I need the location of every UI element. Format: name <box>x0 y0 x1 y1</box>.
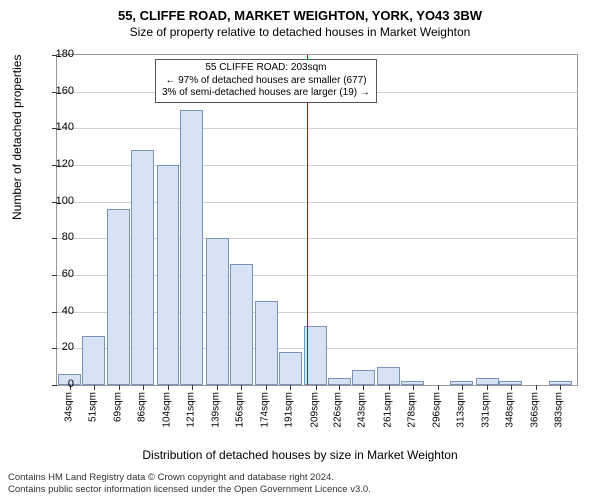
histogram-bar <box>157 165 180 385</box>
ytick-label: 80 <box>34 231 74 243</box>
xtick-label: 174sqm <box>260 392 271 428</box>
xtick-mark <box>462 385 463 390</box>
footer-line1: Contains HM Land Registry data © Crown c… <box>8 472 371 484</box>
xtick-mark <box>339 385 340 390</box>
histogram-bar <box>328 378 351 385</box>
xtick-mark <box>487 385 488 390</box>
xtick-mark <box>363 385 364 390</box>
histogram-bar <box>107 209 130 385</box>
xtick-mark <box>560 385 561 390</box>
xtick-label: 278sqm <box>406 392 417 428</box>
xtick-label: 209sqm <box>309 392 320 428</box>
xtick-mark <box>536 385 537 390</box>
xtick-mark <box>290 385 291 390</box>
gridline <box>57 128 577 129</box>
xtick-mark <box>192 385 193 390</box>
xtick-mark <box>389 385 390 390</box>
xtick-label: 348sqm <box>504 392 515 428</box>
histogram-bar <box>377 367 400 385</box>
annot-line2: ← 97% of detached houses are smaller (67… <box>162 75 370 88</box>
histogram-bar <box>131 150 154 385</box>
footer-attribution: Contains HM Land Registry data © Crown c… <box>8 472 371 496</box>
ytick-label: 40 <box>34 305 74 317</box>
xtick-label: 243sqm <box>357 392 368 428</box>
plot-area: 55 CLIFFE ROAD: 203sqm← 97% of detached … <box>56 54 578 386</box>
xtick-label: 296sqm <box>431 392 442 428</box>
histogram-bar <box>476 378 499 385</box>
xtick-mark <box>241 385 242 390</box>
annotation-box: 55 CLIFFE ROAD: 203sqm← 97% of detached … <box>155 59 377 103</box>
histogram-bar <box>230 264 253 385</box>
chart-title-main: 55, CLIFFE ROAD, MARKET WEIGHTON, YORK, … <box>0 0 600 23</box>
xtick-label: 313sqm <box>455 392 466 428</box>
reference-line <box>307 55 308 385</box>
xtick-label: 86sqm <box>136 392 147 422</box>
xtick-mark <box>94 385 95 390</box>
y-axis-label: Number of detached properties <box>10 55 24 220</box>
xtick-label: 331sqm <box>481 392 492 428</box>
histogram-bar <box>206 238 229 385</box>
xtick-label: 226sqm <box>333 392 344 428</box>
histogram-bar <box>180 110 203 385</box>
ytick-label: 160 <box>34 85 74 97</box>
histogram-bar <box>279 352 302 385</box>
histogram-bar <box>82 336 105 386</box>
xtick-label: 51sqm <box>87 392 98 422</box>
x-axis-label: Distribution of detached houses by size … <box>0 448 600 462</box>
xtick-mark <box>511 385 512 390</box>
ytick-label: 100 <box>34 195 74 207</box>
annot-line3: 3% of semi-detached houses are larger (1… <box>162 87 370 100</box>
xtick-label: 104sqm <box>162 392 173 428</box>
xtick-label: 139sqm <box>211 392 222 428</box>
histogram-bar <box>352 370 375 385</box>
histogram-bar <box>255 301 278 385</box>
xtick-mark <box>316 385 317 390</box>
xtick-mark <box>413 385 414 390</box>
xtick-label: 34sqm <box>63 392 74 422</box>
xtick-mark <box>266 385 267 390</box>
xtick-label: 191sqm <box>284 392 295 428</box>
xtick-label: 156sqm <box>235 392 246 428</box>
annot-line1: 55 CLIFFE ROAD: 203sqm <box>162 62 370 75</box>
xtick-mark <box>143 385 144 390</box>
xtick-mark <box>119 385 120 390</box>
chart-title-sub: Size of property relative to detached ho… <box>0 23 600 39</box>
ytick-label: 120 <box>34 158 74 170</box>
xtick-label: 383sqm <box>554 392 565 428</box>
xtick-label: 366sqm <box>530 392 541 428</box>
xtick-mark <box>217 385 218 390</box>
ytick-label: 140 <box>34 121 74 133</box>
chart-container: 55, CLIFFE ROAD, MARKET WEIGHTON, YORK, … <box>0 0 600 500</box>
ytick-label: 20 <box>34 341 74 353</box>
xtick-mark <box>168 385 169 390</box>
xtick-label: 261sqm <box>382 392 393 428</box>
ytick-label: 0 <box>34 378 74 390</box>
xtick-mark <box>438 385 439 390</box>
xtick-label: 69sqm <box>112 392 123 422</box>
footer-line2: Contains public sector information licen… <box>8 484 371 496</box>
ytick-label: 60 <box>34 268 74 280</box>
ytick-label: 180 <box>34 48 74 60</box>
xtick-label: 121sqm <box>185 392 196 428</box>
